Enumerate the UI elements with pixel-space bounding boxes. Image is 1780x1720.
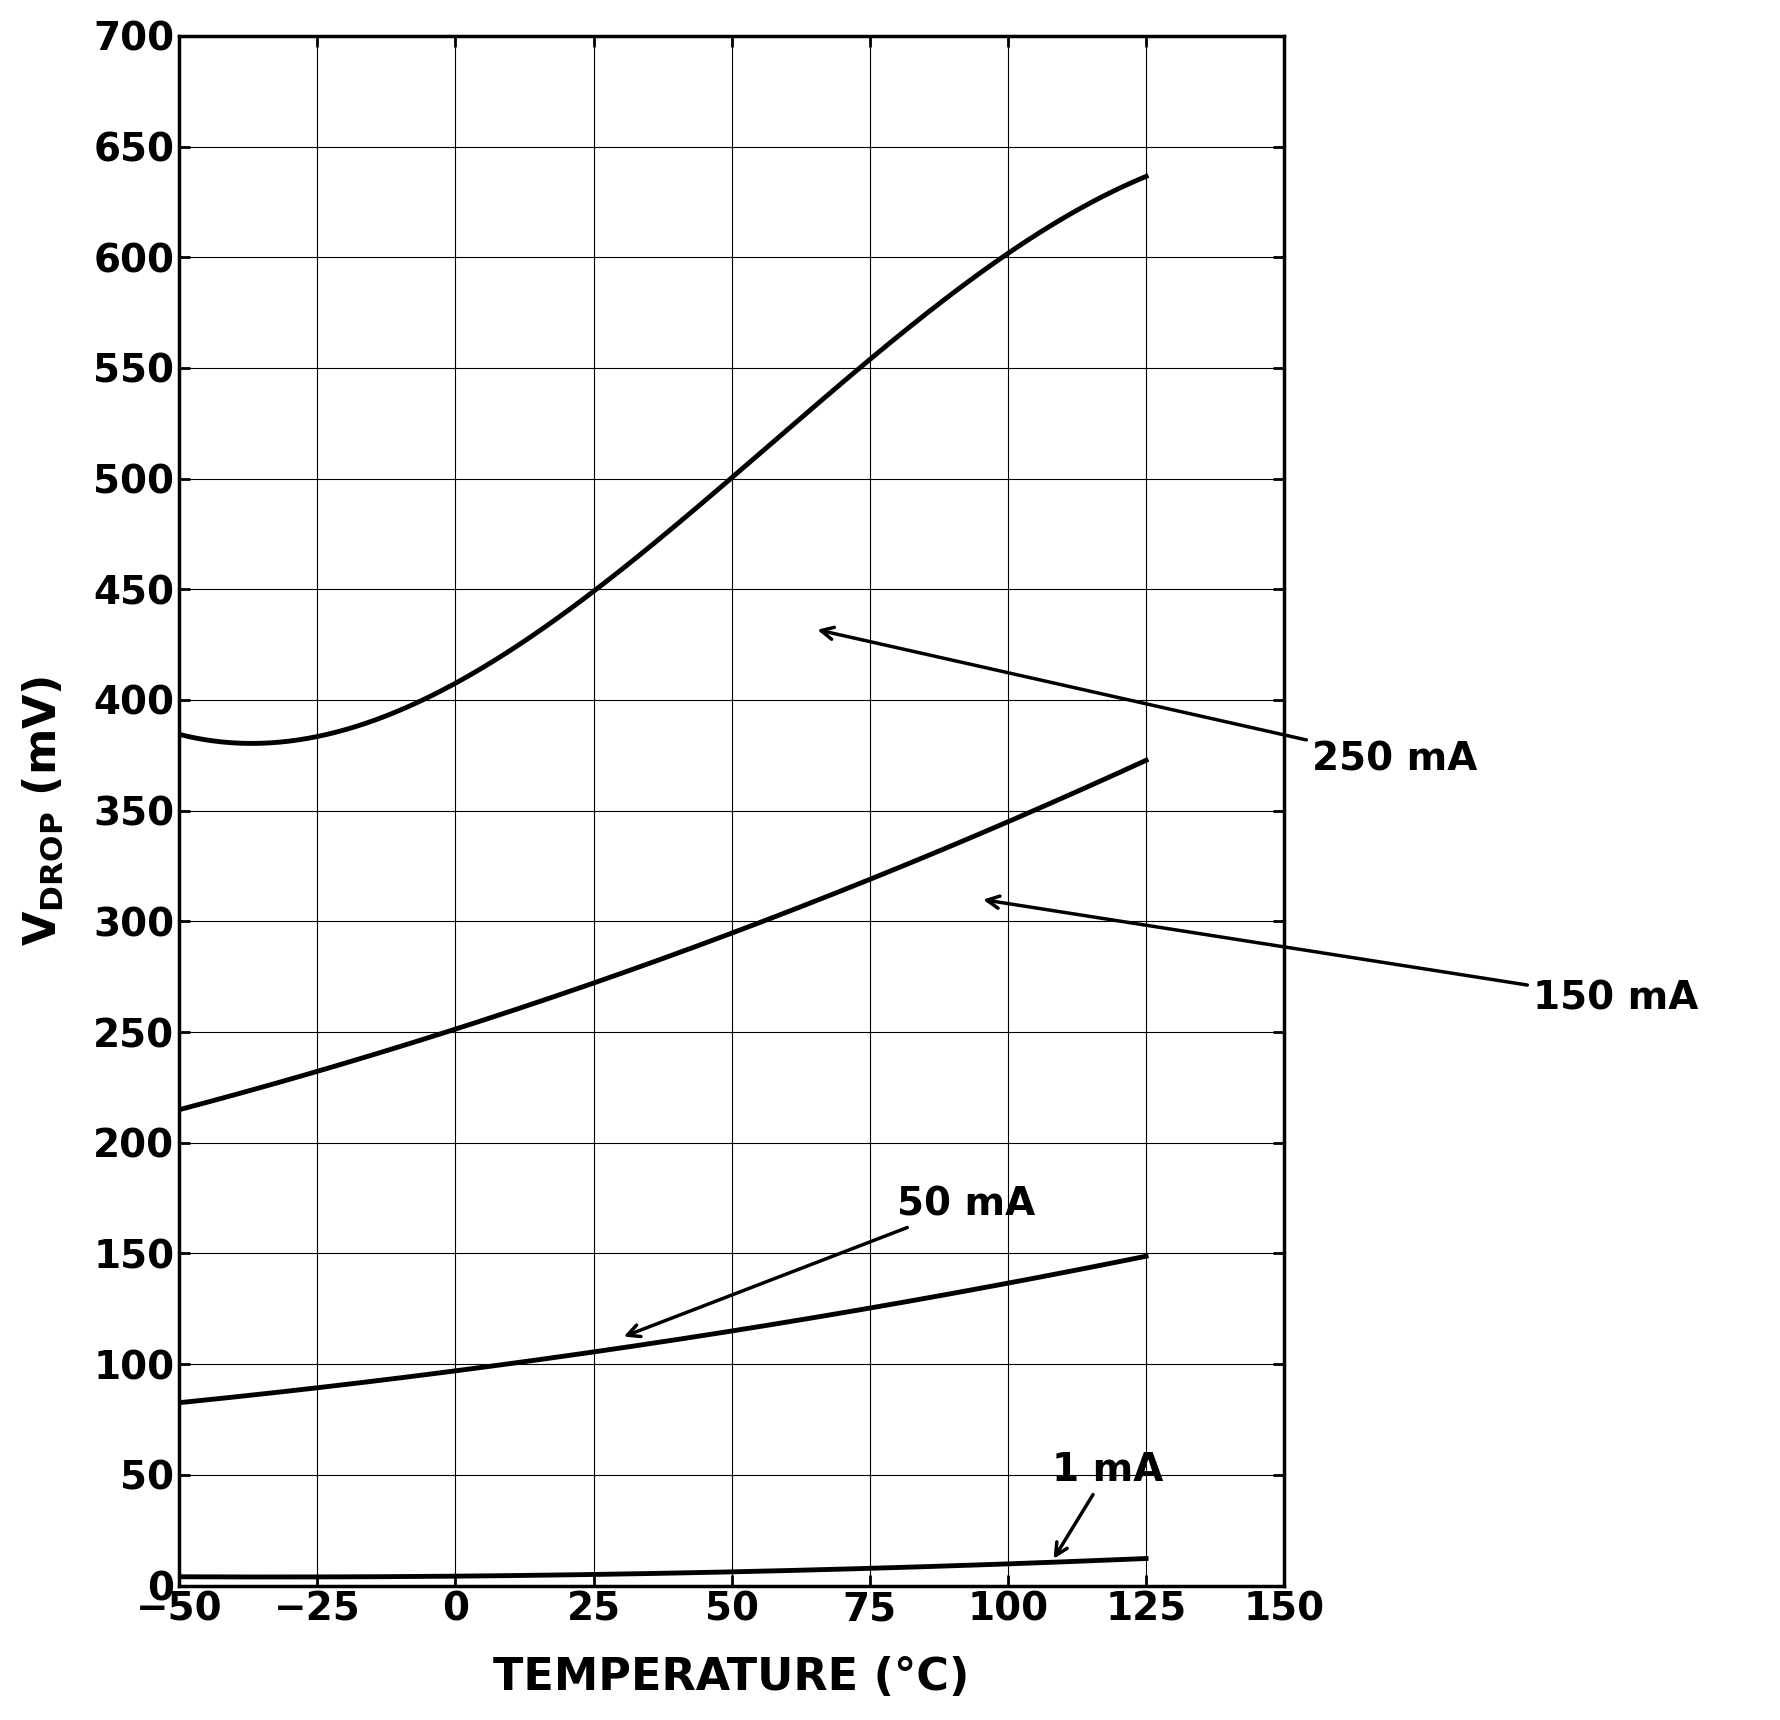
- Text: 1 mA: 1 mA: [1052, 1452, 1162, 1555]
- X-axis label: TEMPERATURE (°C): TEMPERATURE (°C): [493, 1656, 970, 1699]
- Y-axis label: $\mathbf{V_{DROP}}$ (mV): $\mathbf{V_{DROP}}$ (mV): [21, 676, 66, 946]
- Text: 150 mA: 150 mA: [986, 896, 1698, 1018]
- Text: 250 mA: 250 mA: [821, 628, 1476, 779]
- Text: 50 mA: 50 mA: [627, 1185, 1036, 1336]
